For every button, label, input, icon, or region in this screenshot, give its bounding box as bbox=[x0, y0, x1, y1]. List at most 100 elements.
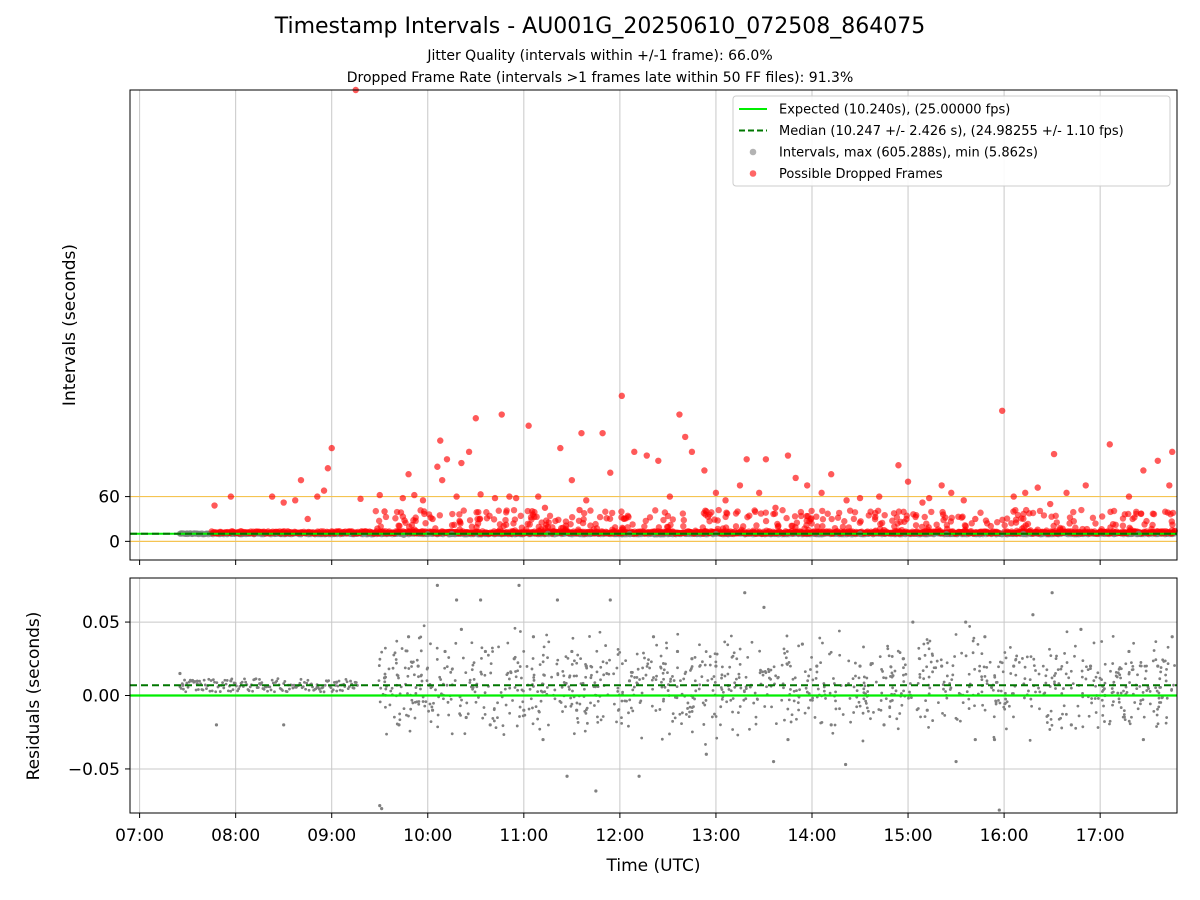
residual-point bbox=[1170, 635, 1174, 639]
residual-point bbox=[1156, 664, 1160, 668]
residual-point bbox=[517, 583, 521, 587]
residual-point bbox=[911, 620, 915, 624]
dropped-frame-point bbox=[1082, 482, 1089, 489]
dropped-frame-point bbox=[743, 456, 750, 463]
dropped-frame-point bbox=[541, 504, 549, 511]
dropped-frame-point bbox=[712, 489, 720, 497]
residual-point bbox=[925, 708, 929, 712]
residuals-point-cloud bbox=[178, 624, 1176, 746]
residual-point bbox=[771, 759, 776, 764]
dropped-frame-point bbox=[1010, 493, 1017, 500]
residual-point bbox=[565, 774, 569, 778]
dropped-frame-point bbox=[688, 448, 696, 456]
dropped-frame-point bbox=[292, 497, 299, 504]
dropped-frame-point bbox=[1125, 493, 1133, 500]
residual-point bbox=[282, 723, 286, 727]
dropped-frame-point bbox=[512, 494, 520, 502]
residual-point bbox=[258, 682, 262, 686]
x-axis-label: Time (UTC) bbox=[606, 856, 701, 876]
residual-point bbox=[229, 679, 233, 683]
residual-point bbox=[973, 737, 977, 742]
x-tick-label: 14:00 bbox=[787, 826, 836, 846]
dropped-frame-point bbox=[972, 515, 979, 523]
x-tick-label: 08:00 bbox=[211, 826, 260, 846]
dropped-frame-point bbox=[437, 437, 444, 444]
dropped-frame-point bbox=[376, 491, 383, 499]
legend-swatch-dot bbox=[749, 148, 757, 156]
residual-point bbox=[378, 804, 382, 808]
dropped-frame-point bbox=[736, 482, 744, 489]
dropped-frame-point bbox=[472, 415, 479, 422]
dropped-frame-point bbox=[895, 462, 902, 469]
dropped-frame-point bbox=[1154, 457, 1161, 464]
residual-point bbox=[459, 627, 463, 632]
residual-point bbox=[181, 683, 185, 687]
residual-point bbox=[531, 635, 536, 639]
intervals-y-tick-label: 60 bbox=[98, 488, 120, 508]
x-tick-label: 11:00 bbox=[499, 826, 548, 846]
dropped-frame-point bbox=[438, 476, 446, 484]
residual-point bbox=[397, 723, 401, 727]
residual-point bbox=[762, 605, 766, 609]
dropped-frame-point bbox=[357, 495, 364, 503]
residual-point bbox=[575, 708, 579, 712]
residual-point bbox=[382, 676, 387, 680]
residual-point bbox=[1141, 737, 1145, 742]
residual-point bbox=[786, 737, 790, 742]
residual-point bbox=[690, 657, 694, 661]
dropped-frame-point bbox=[828, 471, 835, 478]
residual-point bbox=[214, 723, 219, 727]
dropped-frame-point bbox=[458, 459, 465, 467]
dropped-frame-point bbox=[434, 463, 441, 470]
residual-point bbox=[1127, 649, 1131, 654]
dropped-frame-point bbox=[904, 478, 912, 485]
dropped-frame-point bbox=[722, 497, 729, 504]
residual-point bbox=[858, 664, 862, 668]
intervals-plot-frame bbox=[129, 89, 1178, 561]
dropped-frame-point bbox=[772, 504, 779, 511]
residual-point bbox=[627, 679, 632, 683]
dropped-frame-point bbox=[297, 476, 305, 484]
intervals-points bbox=[176, 86, 1176, 539]
residual-point bbox=[829, 723, 833, 727]
residual-point bbox=[488, 723, 492, 727]
residual-point bbox=[454, 598, 459, 602]
dropped-frame-point bbox=[429, 515, 436, 523]
legend: Expected (10.240s), (25.00000 fps) Median… bbox=[732, 95, 1171, 187]
dropped-frame-point bbox=[227, 493, 235, 500]
dropped-frame-point bbox=[477, 491, 484, 498]
dropped-frame-point bbox=[762, 456, 770, 463]
residual-point bbox=[594, 789, 598, 793]
dropped-frame-point bbox=[676, 411, 683, 418]
dropped-frame-point bbox=[578, 429, 585, 437]
dropped-frame-point bbox=[211, 502, 218, 509]
dropped-frame-point bbox=[280, 499, 287, 506]
dropped-frame-point bbox=[631, 448, 638, 456]
residual-point bbox=[882, 723, 886, 727]
residuals-x-ticks: 07:00 08:00 09:00 10:00 11:00 12:00 13:00 14:00… bbox=[115, 813, 1125, 846]
dropped-frame-point bbox=[856, 494, 864, 502]
residual-point bbox=[1012, 664, 1016, 668]
x-tick-label: 16:00 bbox=[980, 826, 1029, 846]
dropped-frame-point bbox=[938, 482, 945, 489]
dropped-frame-point bbox=[314, 493, 321, 500]
intervals-x-ticks bbox=[139, 560, 1101, 565]
dropped-frame-point bbox=[998, 407, 1006, 414]
intervals-y-ticks: 0 60 bbox=[98, 488, 130, 552]
dropped-frame-point bbox=[557, 444, 564, 452]
residual-point bbox=[940, 664, 944, 668]
residual-point bbox=[901, 657, 905, 661]
dropped-frame-point bbox=[1166, 482, 1173, 489]
residuals-panel: 0.05 0.00 −0.05 07:00 08:00 09:00 10:00 11:00 1… bbox=[24, 577, 1178, 876]
chart-subtitle-dropped: Dropped Frame Rate (intervals >1 frames … bbox=[346, 70, 854, 86]
chart-title: Timestamp Intervals - AU001G_20250610_07… bbox=[274, 14, 926, 39]
residual-point bbox=[651, 635, 656, 639]
dropped-frame-point bbox=[320, 487, 328, 494]
intervals-y-tick-label: 0 bbox=[109, 532, 120, 552]
dropped-frame-point bbox=[1063, 489, 1070, 497]
residual-point bbox=[1088, 664, 1093, 668]
dropped-frame-point bbox=[755, 489, 763, 497]
dropped-frame-point bbox=[1050, 450, 1058, 458]
residuals-reference-lines bbox=[130, 684, 1177, 697]
residual-point bbox=[430, 708, 435, 712]
